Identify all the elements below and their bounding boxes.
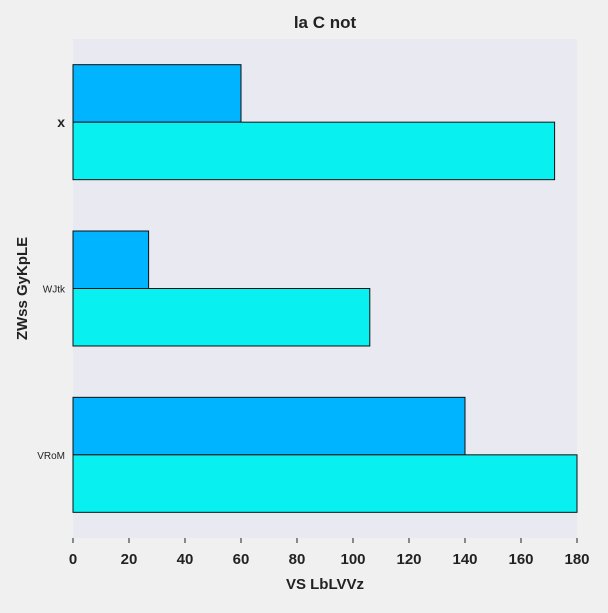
y-tick-label: WJtk <box>43 285 66 296</box>
x-tick-label: 180 <box>564 551 589 568</box>
y-tick-label: VRoM <box>37 451 65 462</box>
bar-WJtk-series-1 <box>72 230 150 289</box>
x-tick-label: 60 <box>233 551 250 568</box>
chart-title: la C not <box>294 13 357 32</box>
x-tick-label: 160 <box>508 551 533 568</box>
bars-layer <box>72 64 578 513</box>
bar-VRoM-series-2 <box>72 454 578 513</box>
y-tick-label: x <box>57 114 65 130</box>
x-tick-label: 0 <box>69 551 77 568</box>
x-tick-label: 100 <box>340 551 365 568</box>
bar-x-series-1 <box>72 64 242 123</box>
x-tick-label: 40 <box>177 551 194 568</box>
y-axis-ticks: x WJtk VRoM <box>37 114 66 462</box>
y-axis-label: ZWss GyKpLE <box>14 237 31 340</box>
x-axis-ticks: 0 20 40 60 80 100 120 140 160 180 <box>69 538 590 568</box>
x-tick-label: 140 <box>452 551 477 568</box>
bar-VRoM-series-1 <box>72 396 466 456</box>
x-tick-label: 20 <box>121 551 138 568</box>
bar-WJtk-series-2 <box>72 288 371 347</box>
x-axis-label: VS LbLVVz <box>286 576 364 593</box>
x-tick-label: 120 <box>396 551 421 568</box>
x-tick-label: 80 <box>289 551 306 568</box>
bar-x-series-2 <box>72 121 556 181</box>
